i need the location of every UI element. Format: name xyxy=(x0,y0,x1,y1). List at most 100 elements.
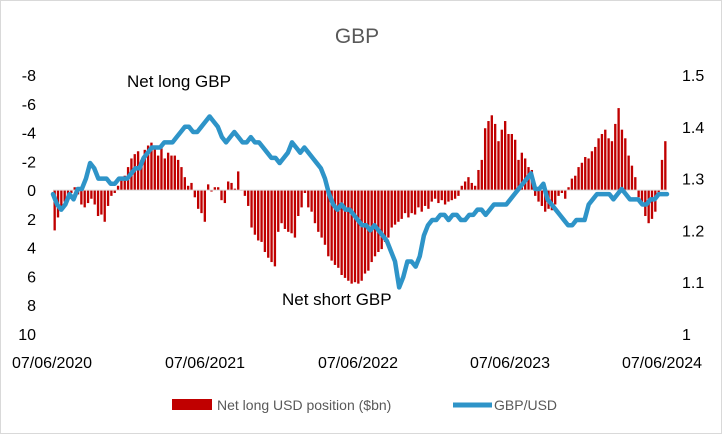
bar xyxy=(353,190,357,283)
bar xyxy=(400,190,403,219)
bar xyxy=(60,190,63,211)
bar xyxy=(570,178,574,191)
bar xyxy=(70,190,73,193)
bar xyxy=(650,190,654,219)
bar xyxy=(574,175,577,191)
line-series-group xyxy=(50,114,670,290)
bar xyxy=(600,133,604,191)
bar xyxy=(343,190,347,278)
bar xyxy=(357,190,360,284)
x-tick-label: 07/06/2020 xyxy=(12,355,92,372)
bar xyxy=(260,190,263,242)
bar xyxy=(614,123,617,191)
bar xyxy=(477,169,480,191)
bar xyxy=(220,190,223,201)
bar xyxy=(300,190,303,208)
bar xyxy=(186,185,190,191)
x-axis-ticks: 07/06/2020 07/06/2021 07/06/2022 07/06/2023… xyxy=(12,355,702,372)
annotation-net-short: Net short GBP xyxy=(282,290,392,309)
right-tick-label: 1.3 xyxy=(682,172,704,189)
bar xyxy=(217,187,220,191)
bar xyxy=(540,190,544,206)
bar xyxy=(537,190,540,202)
bar xyxy=(554,190,557,205)
bar xyxy=(237,171,240,191)
gbpusd-line xyxy=(50,114,670,290)
bar xyxy=(247,190,250,206)
bar xyxy=(83,190,86,208)
bar xyxy=(473,185,477,191)
bar xyxy=(146,145,150,191)
bar xyxy=(423,190,427,206)
bar xyxy=(53,190,56,231)
bar xyxy=(380,190,383,250)
bar xyxy=(310,190,313,212)
bar xyxy=(153,148,156,191)
bar xyxy=(517,159,520,191)
left-tick-label: 6 xyxy=(27,269,36,286)
bar xyxy=(520,152,524,191)
bar xyxy=(327,190,330,257)
bar xyxy=(350,190,353,284)
bar xyxy=(410,190,413,214)
bar xyxy=(113,190,116,193)
bar xyxy=(120,178,123,191)
bar xyxy=(90,190,93,199)
left-tick-label: 4 xyxy=(27,241,36,258)
bar xyxy=(647,190,650,224)
bar xyxy=(190,182,193,191)
bar xyxy=(363,190,367,274)
bar xyxy=(594,146,597,191)
bar xyxy=(143,149,146,191)
bar xyxy=(460,185,463,191)
bar xyxy=(577,167,580,191)
bar xyxy=(230,182,233,191)
left-tick-label: -4 xyxy=(22,126,36,143)
bar xyxy=(514,139,517,191)
legend: Net long USD position ($bn) GBP/USD xyxy=(172,397,557,413)
bar xyxy=(317,190,320,232)
bar xyxy=(333,190,337,265)
bar xyxy=(193,190,196,198)
bar xyxy=(634,177,637,191)
bar xyxy=(607,138,610,191)
left-tick-label: -2 xyxy=(22,154,36,171)
bar xyxy=(227,181,230,191)
bar xyxy=(450,190,453,201)
bar xyxy=(233,188,237,191)
x-tick-label: 07/06/2021 xyxy=(165,355,245,372)
bar xyxy=(403,190,407,214)
legend-label-bars: Net long USD position ($bn) xyxy=(217,397,391,413)
bar xyxy=(457,190,460,196)
bar xyxy=(430,190,433,202)
bar xyxy=(277,190,280,232)
bar xyxy=(93,190,96,205)
bar xyxy=(413,190,417,215)
bar xyxy=(580,162,584,191)
bar xyxy=(250,190,253,228)
bar xyxy=(320,190,323,238)
bar xyxy=(497,141,500,191)
bar xyxy=(280,190,283,224)
bar xyxy=(337,190,340,268)
bar xyxy=(624,138,627,191)
legend-swatch-bars xyxy=(172,399,212,410)
bar xyxy=(387,190,390,238)
bar xyxy=(170,155,173,191)
bar xyxy=(433,190,437,199)
bar xyxy=(550,190,554,211)
bar xyxy=(524,158,527,191)
bar xyxy=(440,190,443,201)
bar xyxy=(610,141,614,191)
bar xyxy=(493,123,497,191)
bar xyxy=(490,115,493,191)
left-tick-label: 0 xyxy=(27,183,36,200)
bar xyxy=(330,190,333,261)
bar xyxy=(307,190,310,208)
bar xyxy=(183,177,186,191)
bar xyxy=(407,190,410,218)
left-tick-label: -8 xyxy=(22,68,36,85)
x-tick-label: 07/06/2024 xyxy=(622,355,702,372)
bar xyxy=(377,190,380,252)
